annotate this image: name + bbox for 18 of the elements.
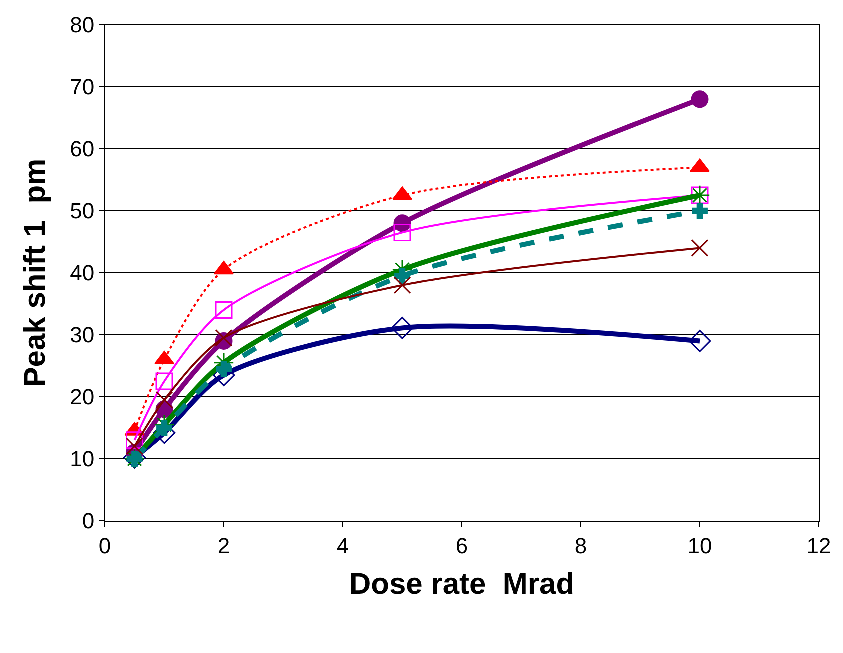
y-tick-label: 30 <box>70 322 95 348</box>
x-tick-label: 6 <box>456 533 468 558</box>
x-tick-label: 2 <box>218 533 230 558</box>
y-tick-label: 80 <box>70 12 95 38</box>
y-tick-label: 40 <box>70 260 95 286</box>
x-tick-label: 10 <box>688 533 712 558</box>
y-axis-title: Peak shift 1 pm <box>19 158 52 388</box>
x-tick-label: 12 <box>806 533 832 558</box>
y-tick-label: 70 <box>70 74 95 100</box>
y-tick-label: 0 <box>82 508 95 534</box>
y-tick-label: 50 <box>70 198 95 224</box>
x-tick-label: 8 <box>574 533 588 558</box>
y-tick-label: 10 <box>70 446 95 472</box>
y-tick-label: 60 <box>70 136 95 162</box>
x-tick-label: 0 <box>98 533 112 558</box>
x-tick-label: 4 <box>336 533 350 558</box>
x-axis-title: Dose rate Mrad <box>349 568 575 601</box>
y-tick-label: 20 <box>70 384 95 410</box>
